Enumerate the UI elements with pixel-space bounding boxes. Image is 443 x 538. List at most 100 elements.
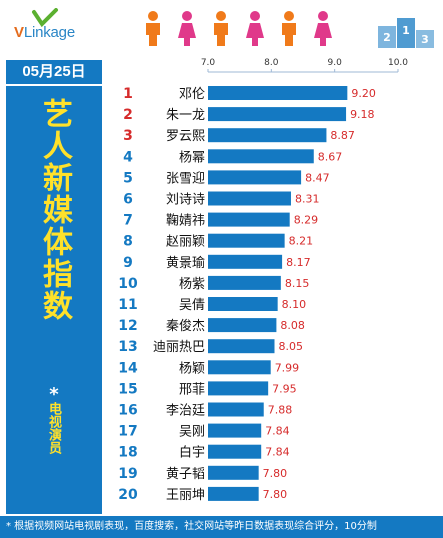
artist-name: 朱一龙 <box>166 108 205 123</box>
bar <box>208 444 262 459</box>
brand-logo-text: VLinkage <box>14 24 75 41</box>
artist-name: 吴倩 <box>179 298 205 313</box>
rank-label: 7 <box>123 213 133 229</box>
value-label: 7.80 <box>263 467 288 480</box>
svg-text:3: 3 <box>421 33 429 46</box>
x-tick-label: 8.0 <box>264 58 279 68</box>
person-icon <box>282 11 296 46</box>
side-star: * <box>49 384 59 405</box>
rank-label: 15 <box>118 381 137 397</box>
bar <box>208 381 269 396</box>
person-icon <box>178 11 196 46</box>
bar <box>208 297 278 311</box>
side-panel: 艺人新媒体指数 * 电视演员 <box>6 86 102 514</box>
value-label: 8.31 <box>295 193 320 206</box>
artist-name: 罗云熙 <box>166 129 205 144</box>
artist-name: 鞠婧祎 <box>166 214 205 229</box>
bar <box>208 254 283 269</box>
value-label: 9.20 <box>351 87 376 100</box>
value-label: 7.80 <box>263 488 288 501</box>
bar <box>208 275 281 290</box>
x-tick-label: 7.0 <box>201 58 216 68</box>
artist-name: 王丽坤 <box>166 488 205 503</box>
artist-name: 邢菲 <box>179 382 205 397</box>
ranking-chart: 7.0 8.0 9.0 10.0 1 邓伦 9.20 2 朱一龙 9.18 3 罗云熙 8.87 4 杨幂… <box>118 58 408 503</box>
value-label: 8.29 <box>294 214 319 227</box>
rank-label: 3 <box>123 128 133 144</box>
value-label: 8.05 <box>279 340 304 353</box>
value-label: 8.21 <box>289 235 314 248</box>
bar <box>208 318 277 333</box>
rank-label: 1 <box>123 86 133 102</box>
date-label: 05月25日 <box>6 60 102 84</box>
rank-label: 9 <box>123 255 133 271</box>
rank-label: 16 <box>118 403 137 419</box>
artist-name: 迪丽热巴 <box>153 340 205 355</box>
bar <box>208 170 302 185</box>
bar <box>208 339 275 354</box>
rank-label: 8 <box>123 234 133 250</box>
value-label: 8.15 <box>285 277 310 290</box>
bar <box>208 402 264 417</box>
rank-label: 13 <box>118 339 137 355</box>
side-subtitle: 电视演员 <box>46 402 61 454</box>
artist-name: 杨颖 <box>179 361 205 376</box>
bar <box>208 360 271 375</box>
value-label: 7.84 <box>265 446 290 459</box>
bar <box>208 107 347 122</box>
artist-name: 杨紫 <box>179 277 205 292</box>
artist-name: 黄景瑜 <box>166 256 205 271</box>
people-icons <box>146 11 332 46</box>
value-label: 8.87 <box>330 129 355 142</box>
value-label: 7.95 <box>272 382 297 395</box>
bar <box>208 128 327 143</box>
value-label: 8.47 <box>305 171 330 184</box>
footer-note: * 根据视频网站电视剧表现，百度搜索，社交网站等昨日数据表现综合评分，10分制 <box>0 516 443 538</box>
podium-icon: 2 1 3 <box>378 18 434 48</box>
bar <box>208 149 314 164</box>
person-icon <box>146 11 160 46</box>
x-axis: 7.0 8.0 9.0 10.0 <box>201 58 408 73</box>
rank-label: 4 <box>123 149 133 165</box>
bar <box>208 233 285 248</box>
rank-label: 5 <box>123 170 133 186</box>
bar <box>208 465 259 480</box>
value-label: 8.10 <box>282 298 307 311</box>
x-tick-label: 10.0 <box>388 58 408 68</box>
artist-name: 张雪迎 <box>166 171 205 186</box>
value-label: 7.88 <box>268 404 293 417</box>
rank-label: 2 <box>123 107 133 123</box>
value-label: 9.18 <box>350 108 375 121</box>
rank-label: 11 <box>118 297 137 313</box>
artist-name: 杨幂 <box>179 150 205 165</box>
rank-label: 19 <box>118 466 137 482</box>
rank-label: 10 <box>118 276 138 292</box>
artist-name: 秦俊杰 <box>166 319 205 334</box>
rank-label: 12 <box>118 318 137 334</box>
value-label: 7.84 <box>265 425 290 438</box>
x-tick-label: 9.0 <box>328 58 343 68</box>
bar <box>208 486 259 501</box>
artist-name: 李治廷 <box>166 404 205 419</box>
value-label: 8.08 <box>280 319 305 332</box>
rank-label: 17 <box>118 424 137 440</box>
artist-name: 白宇 <box>179 445 205 461</box>
artist-name: 赵丽颖 <box>166 235 205 250</box>
value-label: 7.99 <box>275 361 300 374</box>
bar <box>208 212 290 227</box>
artist-name: 吴刚 <box>179 425 205 440</box>
person-icon <box>246 11 264 46</box>
bar <box>208 86 348 100</box>
rank-label: 20 <box>118 487 138 503</box>
rank-label: 6 <box>123 192 133 208</box>
rank-label: 18 <box>118 445 137 461</box>
person-icon <box>214 11 228 46</box>
svg-text:2: 2 <box>383 31 391 44</box>
artist-name: 黄子韬 <box>166 467 205 482</box>
rank-label: 14 <box>118 360 138 376</box>
person-icon <box>314 11 332 46</box>
artist-name: 邓伦 <box>179 87 205 102</box>
value-label: 8.67 <box>318 150 343 163</box>
artist-name: 刘诗诗 <box>166 193 205 208</box>
